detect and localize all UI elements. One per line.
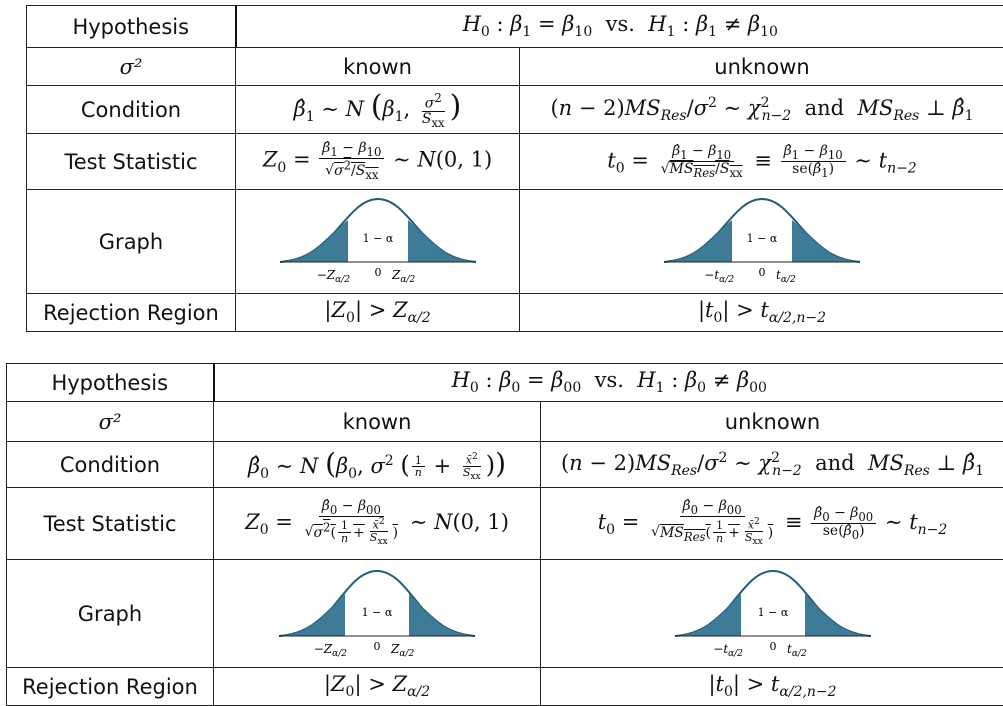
svg-text:tα/2: tα/2 (776, 268, 796, 285)
column-header-known: known (213, 401, 541, 442)
svg-text:−tα/2: −tα/2 (704, 268, 734, 285)
condition-known: β̂1 ∼ N (β1, σ2 Sxx) (235, 85, 520, 134)
svg-text:tα/2: tα/2 (787, 642, 807, 659)
column-header-unknown: unknown (519, 47, 1003, 86)
graph-unknown: 1 − α −tα/2 0 tα/2 (519, 189, 1003, 294)
tick-label-left: −t (713, 642, 728, 656)
row-label-graph: Graph (26, 189, 236, 294)
tick-label-left: −t (704, 268, 719, 282)
test-statistic-unknown: t0 = β̂0 − β00 √MSRes(1 n + x̄2 Sxx) ≡ β̂0 − … (540, 487, 1003, 560)
test-statistic-known: Z0 = β̂0 − β00 √σ2(1 n + x̄2 Sxx) ∼ N(0, 1) (213, 487, 541, 560)
t-curve-plot: 1 − α −tα/2 0 tα/2 (674, 569, 871, 659)
normal-curve-plot: 1 − α −Zα/2 0 Zα/2 (278, 569, 476, 659)
tick-label-right: Z (391, 268, 401, 282)
column-header-unknown: unknown (540, 401, 1003, 442)
rejection-region-known: |Z0| > Zα/2 (213, 667, 541, 706)
graph-unknown: 1 − α −tα/2 0 tα/2 (540, 559, 1003, 668)
row-label-rejection-region: Rejection Region (6, 667, 214, 706)
acceptance-region-label: 1 − α (757, 606, 788, 619)
row-label-rejection-region: Rejection Region (26, 293, 236, 332)
tick-label-center: 0 (759, 266, 766, 279)
normal-curve-plot: 1 − α −Zα/2 0 Zα/2 (279, 197, 476, 285)
tick-label-right: t (787, 642, 792, 656)
rejection-region-known: |Z0| > Zα/2 (235, 293, 520, 332)
svg-text:−tα/2: −tα/2 (713, 642, 743, 659)
condition-unknown: (n − 2)MSRes/σ2 ∼ χ2n−2 and MSRes ⊥ β̂1 (540, 441, 1003, 488)
rejection-region-unknown: |t0| > tα/2,n−2 (540, 667, 1003, 706)
graph-known: 1 − α −Zα/2 0 Zα/2 (235, 189, 520, 294)
row-label-test-statistic: Test Statistic (26, 133, 236, 190)
row-label-condition: Condition (6, 441, 214, 488)
right-rejection-tail (792, 219, 860, 262)
row-label-condition: Condition (26, 85, 236, 134)
svg-text:−Zα/2: −Zα/2 (316, 268, 350, 285)
svg-text:Zα/2: Zα/2 (391, 268, 415, 285)
test-statistic-known: Z0 = β̂1 − β10 √σ2/Sxx ∼ N(0, 1) (235, 133, 520, 190)
row-label-hypothesis: Hypothesis (26, 5, 237, 48)
row-label-sigma2: σ² (6, 401, 214, 442)
column-header-known: known (235, 47, 520, 86)
tick-label-center: 0 (769, 640, 776, 653)
svg-text:Zα/2: Zα/2 (390, 642, 414, 659)
graph-known: 1 − α −Zα/2 0 Zα/2 (213, 559, 541, 668)
right-rejection-tail (804, 593, 871, 636)
left-rejection-tail (279, 219, 348, 262)
rejection-region-unknown: |t0| > tα/2,n−2 (519, 293, 1003, 332)
t-curve-plot: 1 − α −tα/2 0 tα/2 (663, 197, 861, 285)
acceptance-region-label: 1 − α (747, 232, 778, 245)
tick-label-left: −Z (316, 268, 335, 282)
row-label-graph: Graph (6, 559, 214, 668)
tick-label-center: 0 (374, 266, 381, 279)
hypothesis-statement: H0 : β0 = β00 vs. H1 : β0 ≠ β00 (213, 363, 1003, 402)
acceptance-region-label: 1 − α (362, 232, 393, 245)
right-rejection-tail (409, 593, 475, 636)
hypothesis-statement: H0 : β1 = β10 vs. H1 : β1 ≠ β10 (235, 5, 1003, 48)
tick-label-right: t (776, 268, 781, 282)
svg-text:−Zα/2: −Zα/2 (314, 642, 348, 659)
row-label-test-statistic: Test Statistic (6, 487, 214, 560)
test-statistic-unknown: t0 = β̂1 − β10 √MSRes/Sxx ≡ β̂1 − β10 se(β… (519, 133, 1003, 190)
left-rejection-tail (279, 593, 345, 636)
tick-label-right: Z (390, 642, 400, 656)
hypothesis-table-beta1: Hypothesis H0 : β1 = β10 vs. H1 : β1 ≠ β… (26, 5, 1003, 332)
right-rejection-tail (407, 219, 476, 262)
hypothesis-table-beta0: Hypothesis H0 : β0 = β00 vs. H1 : β0 ≠ β… (6, 363, 1003, 706)
row-label-sigma2: σ² (26, 47, 236, 86)
condition-known: β̂0 ∼ N (β0, σ2 (1 n + x̄2 Sxx)) (213, 441, 541, 488)
row-label-hypothesis: Hypothesis (6, 363, 215, 402)
tick-label-left: −Z (314, 642, 333, 656)
tick-label-center: 0 (374, 640, 381, 653)
left-rejection-tail (674, 593, 741, 636)
left-rejection-tail (664, 219, 732, 262)
acceptance-region-label: 1 − α (362, 606, 393, 619)
condition-unknown: (n − 2)MSRes/σ2 ∼ χ2n−2 and MSRes ⊥ β̂1 (519, 85, 1003, 134)
